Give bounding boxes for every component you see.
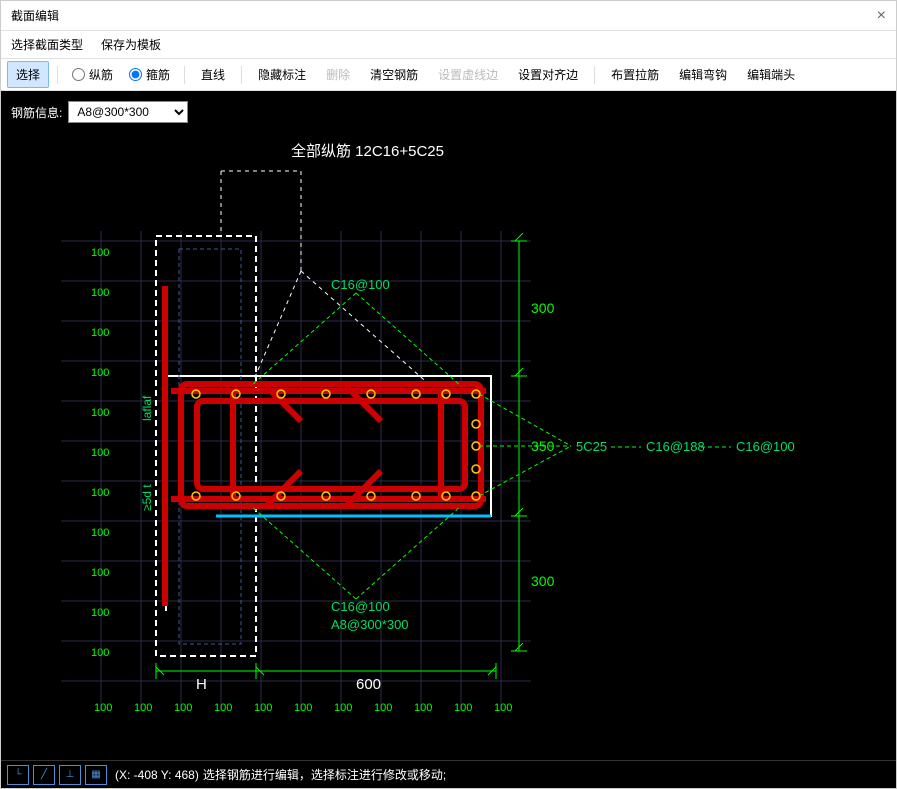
svg-text:100: 100 [91, 327, 109, 339]
separator [57, 66, 58, 84]
rebar-info-label: 钢筋信息: [11, 104, 62, 121]
svg-text:300: 300 [531, 300, 555, 316]
svg-text:C16@100: C16@100 [331, 277, 390, 292]
status-hint: 选择钢筋进行编辑，选择标注进行修改或移动; [203, 766, 446, 783]
snap-perp-icon[interactable]: ⊥ [59, 765, 81, 785]
clear-rebar-button[interactable]: 清空钢筋 [362, 62, 426, 87]
layout-tie-button[interactable]: 布置拉筋 [603, 62, 667, 87]
hide-label-button[interactable]: 隐藏标注 [250, 62, 314, 87]
svg-text:300: 300 [531, 573, 555, 589]
snap-endpoint-icon[interactable]: └ [7, 765, 29, 785]
edit-end-button[interactable]: 编辑端头 [739, 62, 803, 87]
svg-text:H: H [196, 676, 207, 693]
svg-text:C16@100: C16@100 [736, 439, 795, 454]
svg-text:100: 100 [91, 407, 109, 419]
svg-text:100: 100 [174, 702, 192, 714]
toolbar: 选择 纵筋 箍筋 直线 隐藏标注 删除 清空钢筋 设置虚线边 设置对齐边 布置拉… [1, 59, 896, 91]
svg-text:100: 100 [94, 702, 112, 714]
svg-text:100: 100 [334, 702, 352, 714]
svg-text:100: 100 [91, 607, 109, 619]
svg-text:100: 100 [91, 647, 109, 659]
statusbar: └ ╱ ⊥ ▦ (X: -408 Y: 468) 选择钢筋进行编辑，选择标注进行… [1, 760, 896, 788]
svg-text:100: 100 [294, 702, 312, 714]
separator [594, 66, 595, 84]
snap-grid-icon[interactable]: ▦ [85, 765, 107, 785]
radio-stirrup[interactable]: 箍筋 [123, 66, 176, 83]
svg-text:100: 100 [134, 702, 152, 714]
svg-text:100: 100 [91, 567, 109, 579]
menu-select-type[interactable]: 选择截面类型 [11, 36, 83, 53]
svg-text:100: 100 [414, 702, 432, 714]
titlebar: 截面编辑 × [1, 1, 896, 31]
menu-save-template[interactable]: 保存为模板 [101, 36, 161, 53]
radio-stirrup-input[interactable] [129, 68, 142, 81]
svg-text:5C25: 5C25 [576, 439, 607, 454]
separator [241, 66, 242, 84]
svg-text:100: 100 [494, 702, 512, 714]
drawing-svg: 全部纵筋 12C16+5C25 [1, 91, 896, 760]
edit-hook-button[interactable]: 编辑弯钩 [671, 62, 735, 87]
svg-text:100: 100 [91, 487, 109, 499]
svg-text:C16@100: C16@100 [331, 599, 390, 614]
svg-text:A8@300*300: A8@300*300 [331, 617, 409, 632]
info-bar: 钢筋信息: A8@300*300 [11, 101, 188, 123]
rebar-info-select[interactable]: A8@300*300 [68, 101, 188, 123]
line-button[interactable]: 直线 [193, 62, 233, 87]
menubar: 选择截面类型 保存为模板 [1, 31, 896, 59]
window-title: 截面编辑 [11, 7, 59, 24]
svg-text:600: 600 [356, 676, 381, 693]
select-button[interactable]: 选择 [7, 61, 49, 88]
svg-text:100: 100 [91, 527, 109, 539]
svg-text:100: 100 [91, 287, 109, 299]
svg-text:100: 100 [254, 702, 272, 714]
svg-text:100: 100 [214, 702, 232, 714]
radio-longitudinal-input[interactable] [72, 68, 85, 81]
radio-longitudinal[interactable]: 纵筋 [66, 66, 119, 83]
title-text: 全部纵筋 12C16+5C25 [291, 142, 444, 160]
svg-text:100: 100 [91, 247, 109, 259]
svg-text:100: 100 [454, 702, 472, 714]
delete-button[interactable]: 删除 [318, 62, 358, 87]
snap-line-icon[interactable]: ╱ [33, 765, 55, 785]
close-icon[interactable]: × [877, 7, 886, 25]
set-align-button[interactable]: 设置对齐边 [510, 62, 586, 87]
set-dashed-button[interactable]: 设置虚线边 [430, 62, 506, 87]
svg-text:laflaf: laflaf [140, 395, 154, 421]
separator [184, 66, 185, 84]
status-coords: (X: -408 Y: 468) [115, 768, 199, 782]
svg-text:100: 100 [91, 447, 109, 459]
svg-text:100: 100 [374, 702, 392, 714]
svg-text:100: 100 [91, 367, 109, 379]
canvas-area[interactable]: 钢筋信息: A8@300*300 [1, 91, 896, 760]
svg-text:≥5d t: ≥5d t [140, 484, 154, 511]
svg-text:C16@188: C16@188 [646, 439, 705, 454]
